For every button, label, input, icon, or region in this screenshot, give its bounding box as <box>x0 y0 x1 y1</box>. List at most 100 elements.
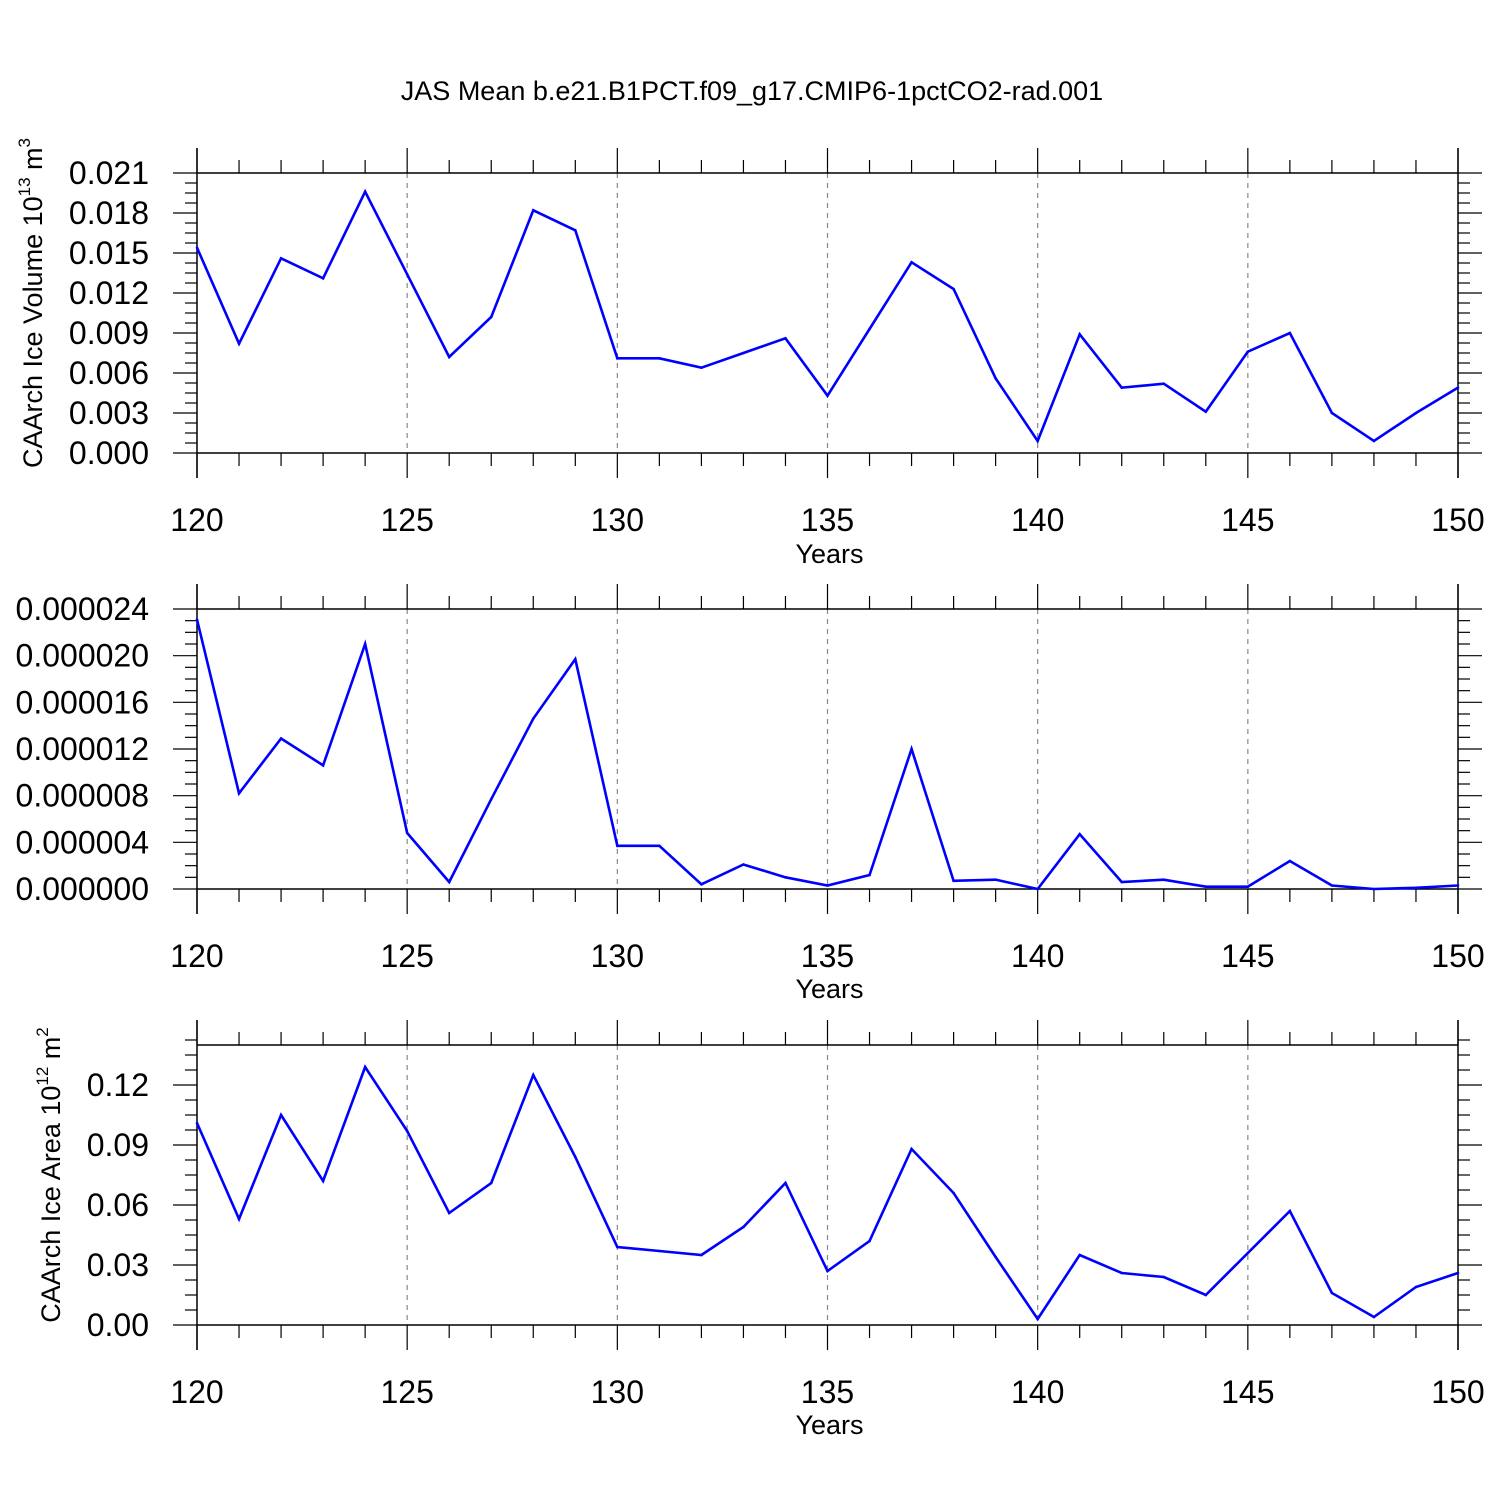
data-point <box>1078 333 1081 336</box>
data-point <box>1288 331 1292 335</box>
y-tick-label: 0.09 <box>87 1127 149 1163</box>
y-tick-label: 0.12 <box>87 1067 149 1103</box>
y-axis-label-exponent: 13 <box>15 177 34 196</box>
data-point <box>1414 411 1418 415</box>
data-point <box>1288 859 1292 863</box>
data-point <box>658 1249 661 1253</box>
data-point <box>700 883 703 886</box>
data-point <box>405 273 409 276</box>
data-point <box>658 357 661 360</box>
y-tick-label: 0.000004 <box>16 824 149 860</box>
data-point <box>363 190 367 193</box>
data-point <box>1330 884 1334 887</box>
y-tick-label: 0.000012 <box>16 731 149 767</box>
x-tick-label: 135 <box>801 1374 854 1410</box>
data-point <box>784 1181 787 1185</box>
panel-1: 120 125 130 135 140 145 150 0.000 0.003 0.006 0.00… <box>15 138 1485 569</box>
data-point <box>279 737 283 740</box>
data-point <box>489 1181 493 1185</box>
x-tick-label: 125 <box>380 1374 433 1410</box>
y-tick-label: 0.03 <box>87 1247 149 1283</box>
panels: 120 125 130 135 140 145 1500.0000.0030.0060.00… <box>15 138 1485 1440</box>
data-point <box>279 1113 283 1117</box>
x-tick-label: 140 <box>1011 938 1064 974</box>
x-tick-label: 120 <box>170 1374 223 1410</box>
data-point <box>363 1065 367 1069</box>
data-point <box>616 357 619 360</box>
data-point <box>1162 1275 1166 1279</box>
data-point <box>910 261 913 264</box>
x-tick-label: 140 <box>1011 1374 1064 1410</box>
x-tick-label: 145 <box>1221 502 1274 538</box>
x-axis-label: Years <box>795 1410 863 1440</box>
data-point <box>574 1155 577 1159</box>
data-point <box>489 797 493 801</box>
data-point <box>195 1121 199 1125</box>
data-point <box>826 1269 829 1273</box>
data-point <box>1036 1317 1039 1321</box>
data-point <box>237 342 241 345</box>
data-point <box>1162 878 1166 881</box>
data-point <box>1414 1285 1418 1289</box>
data-point <box>363 642 367 646</box>
data-point <box>700 366 703 369</box>
x-tick-label: 145 <box>1221 1374 1274 1410</box>
figure-title: JAS Mean b.e21.B1PCT.f09_g17.CMIP6-1pctC… <box>401 76 1103 106</box>
data-point <box>1414 886 1418 890</box>
data-point <box>1456 1271 1460 1275</box>
data-point <box>994 377 997 380</box>
y-axis-label-unit: m <box>36 1037 66 1067</box>
data-point <box>531 1073 535 1077</box>
data-point <box>1036 887 1039 891</box>
data-point <box>994 878 997 881</box>
data-point <box>1372 887 1376 891</box>
y-tick-label: 0.015 <box>69 235 149 271</box>
data-point <box>279 257 283 260</box>
x-axis-label: Years <box>795 539 863 569</box>
x-tick-label: 130 <box>591 1374 644 1410</box>
y-tick-label: 0.000 <box>69 435 149 471</box>
data-point <box>1246 885 1250 888</box>
data-point <box>1120 386 1124 389</box>
data-point <box>321 277 325 280</box>
data-point <box>784 337 787 340</box>
data-point <box>1078 832 1081 836</box>
data-point <box>447 355 451 359</box>
data-point <box>700 1253 703 1257</box>
y-tick-label: 0.00 <box>87 1307 149 1343</box>
y-tick-label: 0.06 <box>87 1187 149 1223</box>
data-point <box>994 1255 997 1259</box>
data-point <box>952 879 955 883</box>
data-point <box>952 287 955 291</box>
y-tick-label: 0.000000 <box>16 871 149 907</box>
y-tick-label: 0.000016 <box>16 684 149 720</box>
data-point <box>868 327 871 331</box>
data-point <box>826 884 829 887</box>
data-point <box>826 394 829 397</box>
panel-2: 120 125 130 135 140 145 150 0.000000 0.000004 0.0… <box>16 584 1485 1004</box>
data-point <box>1204 410 1208 413</box>
data-point <box>489 315 493 319</box>
x-tick-label: 130 <box>591 938 644 974</box>
data-point <box>405 1129 409 1133</box>
data-point <box>868 1239 871 1243</box>
x-axis-label: Years <box>795 974 863 1004</box>
x-tick-label: 135 <box>801 938 854 974</box>
data-point <box>1372 439 1376 443</box>
data-point <box>1162 382 1166 385</box>
data-point <box>1204 1293 1208 1297</box>
y-axis-label: CAArch Ice Area 1012 m2 <box>33 1027 66 1323</box>
data-point <box>910 1147 913 1151</box>
data-point <box>574 657 577 661</box>
data-point <box>1120 1271 1124 1275</box>
y-axis-label-exponent: 12 <box>33 1067 52 1086</box>
x-tick-label: 125 <box>380 502 433 538</box>
data-point <box>952 1191 955 1195</box>
data-point <box>1078 1253 1081 1257</box>
y-tick-label: 0.009 <box>69 315 149 351</box>
data-point <box>1246 350 1250 353</box>
data-point <box>1456 386 1460 389</box>
y-tick-label: 0.018 <box>69 195 149 231</box>
